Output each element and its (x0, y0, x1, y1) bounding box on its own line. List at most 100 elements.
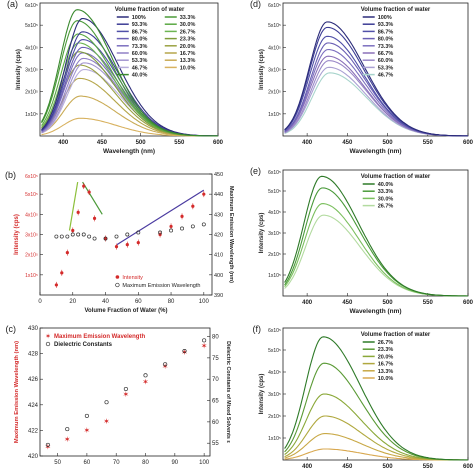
wavelength-point (103, 236, 108, 241)
legend-label: 73.3% (378, 44, 394, 50)
x-tick-label: 600 (463, 464, 474, 470)
legend-label: 40.0% (378, 182, 394, 188)
legend-label: 86.7% (132, 29, 148, 35)
x-tick-label: 50 (54, 460, 61, 466)
legend-label: 100% (378, 15, 392, 21)
x-tick-label: 600 (213, 140, 224, 146)
x-tick-label: 20 (69, 299, 76, 305)
legend-label: 10.0% (378, 376, 394, 382)
y-axis-label: Intensity (cps) (259, 49, 265, 90)
wavelength-point (169, 228, 173, 233)
y-tick-label: 420 (28, 454, 39, 460)
legend-marker (115, 282, 120, 288)
legend-marker (45, 341, 51, 347)
dielectric-point (143, 373, 148, 378)
panel-letter: (d) (250, 0, 261, 9)
legend-label: 26.7% (378, 204, 394, 210)
panel-letter: (f) (253, 324, 262, 334)
panel-letter: (c) (6, 324, 17, 334)
legend-title: Volume fraction of water (115, 7, 185, 13)
y2-tick-label: 450 (214, 172, 223, 178)
legend-label: 80.0% (132, 37, 148, 43)
wavelength-point (125, 232, 130, 237)
x-tick-label: 550 (423, 464, 434, 470)
legend-label: 46.7% (132, 65, 148, 71)
legend-label: 33.3% (180, 15, 196, 21)
y-tick-label: 5x10⁵ (25, 192, 38, 198)
y-tick-label: 6x10⁵ (25, 174, 38, 180)
series-line (284, 415, 468, 461)
y-tick-label: 428 (28, 352, 39, 358)
wavelength-point (81, 232, 86, 237)
legend-label: 93.3% (132, 22, 148, 28)
wavelength-point (180, 226, 184, 231)
x-axis-label: Volume Fraction of Water (%) (84, 308, 167, 314)
legend-label: Dielectric Constants (54, 342, 113, 348)
y2-tick-label: 440 (214, 192, 223, 198)
wavelength-point (65, 234, 70, 239)
y-tick-label: 6x10⁵ (268, 328, 281, 334)
x-tick-label: 90 (171, 460, 178, 466)
y-tick-label: 422 (28, 428, 39, 434)
x-tick-label: 400 (302, 300, 313, 306)
intensity-point (180, 214, 184, 218)
wavelength-point: ✶ (45, 443, 52, 452)
dielectric-point (163, 362, 168, 367)
legend-label: 80.0% (378, 37, 394, 43)
x-tick-label: 400 (302, 140, 313, 146)
y2-tick-label: 55 (212, 441, 219, 447)
x-tick-label: 80 (142, 460, 149, 466)
x-axis-label: Wavelength (nm) (349, 148, 401, 155)
legend-label: 60.0% (378, 58, 394, 64)
legend-label: 93.3% (378, 22, 394, 28)
y2-tick-label: 60 (212, 420, 219, 426)
dielectric-point (202, 338, 207, 343)
intensity-point (82, 184, 86, 188)
series-line (284, 336, 468, 461)
dielectric-point (84, 413, 89, 418)
y-tick-label: 2x10⁵ (268, 414, 281, 420)
series-line (284, 448, 468, 461)
intensity-point (136, 240, 140, 245)
legend-label: 46.7% (378, 73, 394, 79)
y-tick-label: 1x10⁵ (268, 436, 281, 442)
intensity-point (54, 283, 58, 287)
y-axis-label: Intensity (cps) (16, 49, 22, 90)
intensity-point (103, 236, 108, 241)
y-tick-label: 4x10⁵ (268, 45, 281, 51)
x-tick-label: 400 (302, 464, 313, 470)
legend-label: 20.0% (378, 354, 394, 360)
y2-tick-label: 65 (212, 399, 219, 405)
legend-label: 23.3% (378, 347, 394, 353)
legend-label: 53.3% (132, 58, 148, 64)
trend-arrow (82, 181, 103, 215)
intensity-point (87, 190, 91, 194)
y-tick-label: 6x10⁵ (268, 170, 281, 176)
legend-title: Volume fraction of water (361, 174, 431, 180)
trend-arrow (116, 189, 205, 246)
y-tick-label: 2x10⁵ (268, 90, 281, 96)
legend-label: 13.3% (180, 58, 196, 64)
y2-axis-label: Maximum Emission Wavelength (nm) (228, 186, 234, 283)
x-tick-label: 0 (38, 299, 42, 305)
legend-label: 86.7% (378, 29, 394, 35)
legend-label: 100% (132, 15, 146, 21)
y-tick-label: 3x10⁵ (25, 233, 38, 239)
legend-label: 30.0% (378, 196, 394, 202)
y2-tick-label: 70 (212, 377, 219, 383)
wavelength-point (92, 236, 97, 241)
wavelength-point: ✶ (142, 377, 149, 386)
wavelength-point: ✶ (84, 426, 91, 435)
x-tick-label: 550 (423, 300, 434, 306)
y-tick-label: 2x10⁵ (25, 253, 38, 259)
x-tick-label: 100 (199, 460, 210, 466)
intensity-point (114, 245, 119, 249)
legend-label: Maximum Emission Wavelength (122, 283, 200, 289)
x-tick-label: 550 (174, 140, 185, 146)
legend-label: 30.0% (180, 22, 196, 28)
y-tick-label: 2x10⁵ (25, 90, 38, 96)
y-axis-label: Intensity (cps) (259, 374, 265, 415)
y-axis-label: Intensity (cps) (259, 213, 265, 254)
series-line (284, 175, 469, 297)
x-tick-label: 500 (383, 140, 394, 146)
